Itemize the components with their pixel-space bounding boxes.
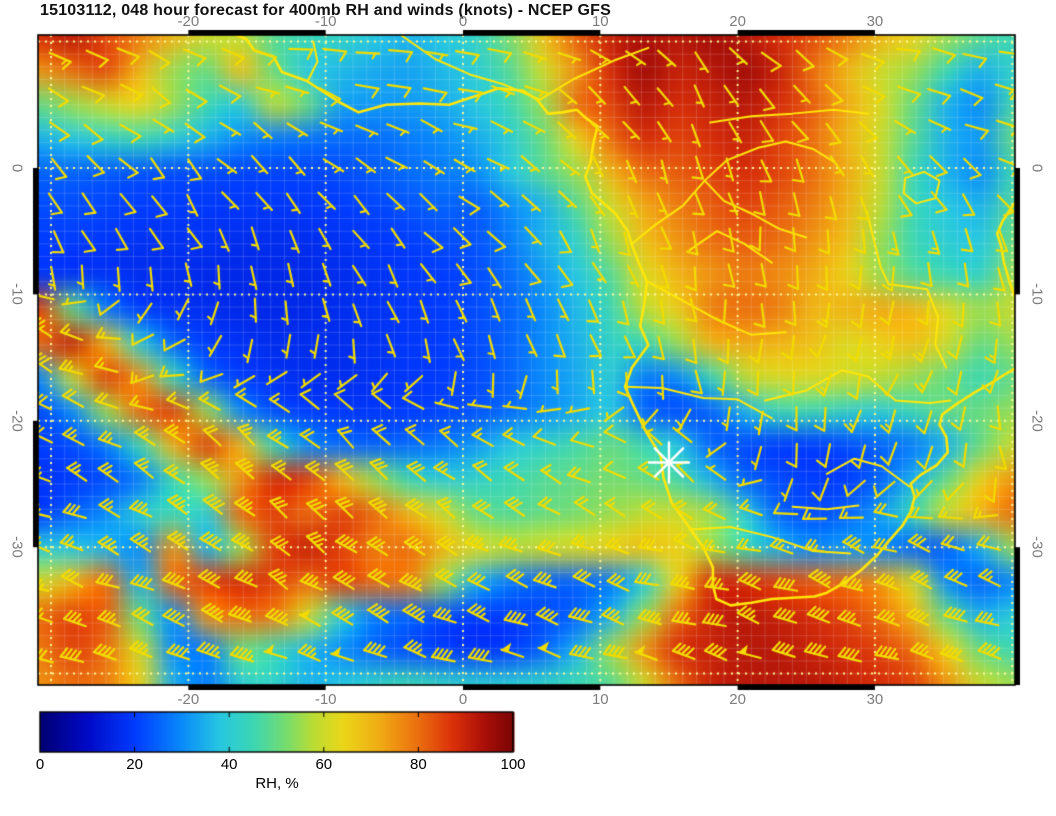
y-tick-label-right: -10 (1028, 283, 1046, 306)
x-tick-label-bottom: -20 (177, 691, 200, 708)
x-tick-label-bottom: -10 (314, 691, 337, 708)
y-tick-label-right: 0 (1028, 163, 1046, 173)
y-tick-label-left: 0 (8, 163, 26, 173)
y-tick-label-left: -10 (8, 283, 26, 306)
colorbar-tick-label: 60 (315, 756, 333, 773)
x-tick-label-top: -20 (177, 13, 200, 30)
colorbar-tick-label: 100 (500, 756, 526, 773)
colorbar-tick-label: 0 (35, 756, 45, 773)
x-tick-label-top: 20 (729, 13, 746, 30)
page-title: 15103112, 048 hour forecast for 400mb RH… (40, 2, 612, 19)
y-tick-label-right: -20 (1028, 409, 1046, 432)
x-tick-label-bottom: 0 (458, 691, 468, 708)
colorbar-axis-title: RH, % (255, 775, 299, 792)
colorbar-tick-label: 20 (126, 756, 143, 773)
x-tick-label-top: 10 (591, 13, 609, 30)
colorbar-tick-label: 80 (410, 756, 427, 773)
x-tick-label-bottom: 20 (729, 691, 746, 708)
y-tick-label-left: -20 (8, 409, 26, 432)
x-tick-label-top: -10 (314, 13, 337, 30)
x-tick-label-bottom: 30 (866, 691, 884, 708)
x-tick-label-top: 0 (458, 13, 468, 30)
x-tick-label-bottom: 10 (591, 691, 609, 708)
y-tick-label-right: -30 (1028, 536, 1046, 559)
x-tick-label-top: 30 (866, 13, 884, 30)
colorbar-tick-label: 40 (220, 756, 238, 773)
y-tick-label-left: -30 (8, 536, 26, 559)
